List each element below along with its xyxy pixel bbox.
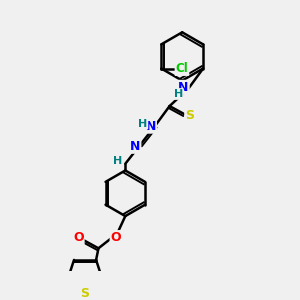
Text: S: S [185, 109, 194, 122]
Text: H: H [173, 89, 183, 99]
Text: H: H [113, 156, 122, 166]
Text: N: N [130, 140, 140, 153]
Text: Cl: Cl [176, 62, 188, 75]
Text: H: H [138, 118, 147, 128]
Text: N: N [146, 120, 156, 133]
Text: O: O [73, 231, 84, 244]
Text: O: O [111, 231, 121, 244]
Text: N: N [178, 81, 189, 94]
Text: S: S [81, 287, 90, 300]
